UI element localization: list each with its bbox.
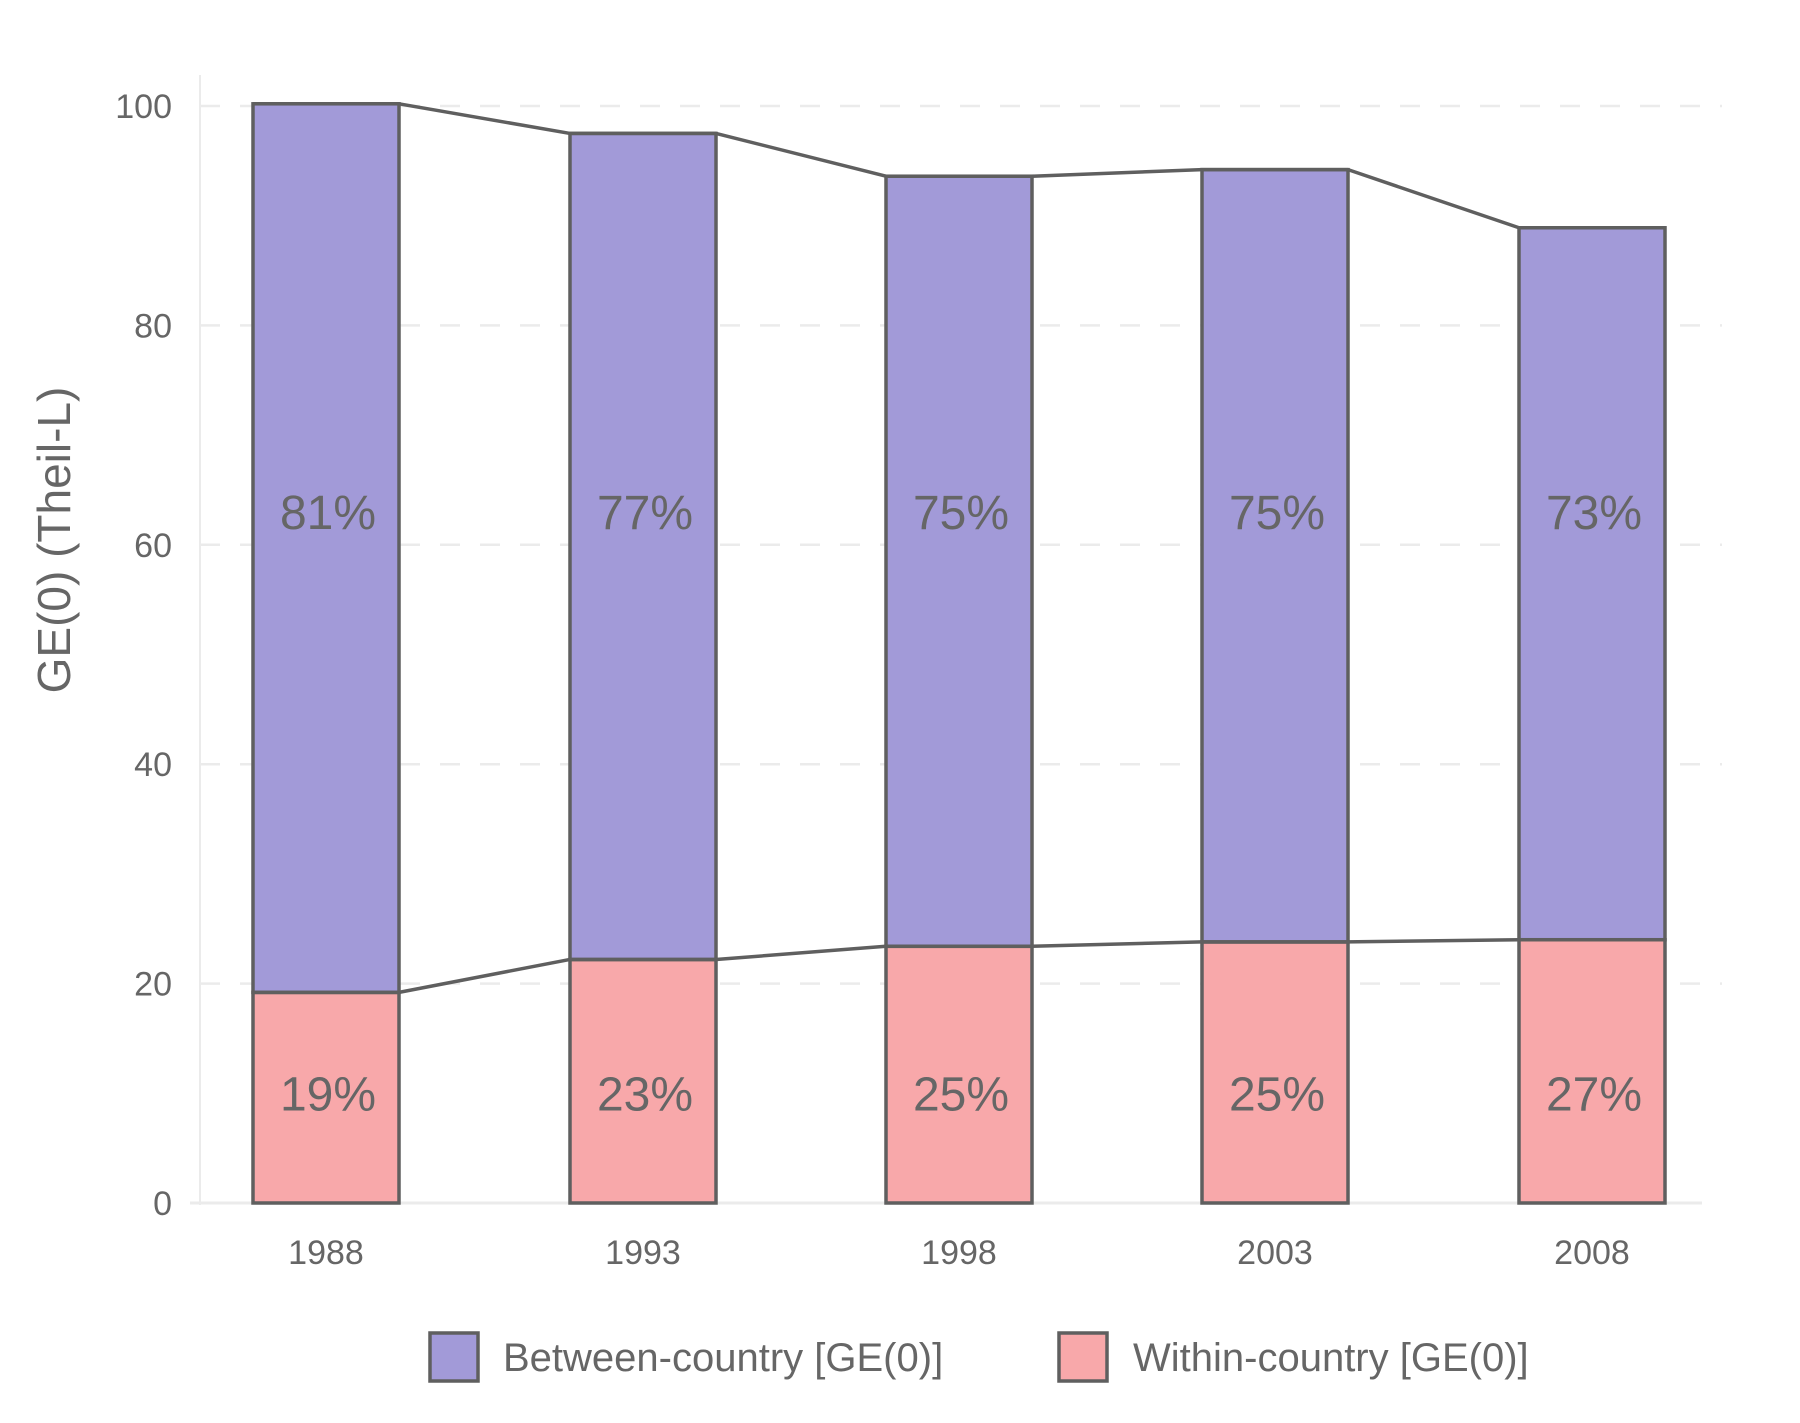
- axis-layer: 0 20 40 60 80 100 1988 1993 1998 2003 2008: [115, 88, 1630, 1272]
- data-label-between-1998: 75%: [913, 487, 1009, 540]
- x-tick-label-2003: 2003: [1237, 1234, 1313, 1272]
- data-label-between-2008: 73%: [1546, 487, 1642, 540]
- legend-item-within-label: Within-country [GE(0)]: [1133, 1336, 1529, 1380]
- x-tick-label-2008: 2008: [1554, 1234, 1630, 1272]
- data-label-between-1993: 77%: [597, 487, 693, 540]
- y-tick-label-20: 20: [134, 966, 172, 1004]
- bar-between-2008: [1517, 226, 1667, 942]
- bar-within-2003: [1200, 940, 1350, 1205]
- data-label-within-1988: 19%: [280, 1068, 376, 1121]
- data-label-within-2003: 25%: [1229, 1068, 1325, 1121]
- x-tick-label-1993: 1993: [605, 1234, 681, 1272]
- data-label-between-2003: 75%: [1229, 487, 1325, 540]
- legend-item-between: Between-country [GE(0)]: [428, 1331, 943, 1383]
- y-tick-label-40: 40: [134, 746, 172, 784]
- bar-between-1998: [884, 174, 1034, 949]
- data-label-between-1988: 81%: [280, 487, 376, 540]
- y-axis-title: GE(0) (Theil-L): [28, 387, 80, 694]
- legend: Between-country [GE(0)] Within-country [G…: [428, 1331, 1529, 1383]
- data-label-within-1993: 23%: [597, 1068, 693, 1121]
- bar-between-2003: [1200, 167, 1350, 944]
- legend-item-between-key: [428, 1331, 480, 1383]
- x-tick-label-1998: 1998: [921, 1234, 997, 1272]
- x-tick-label-1988: 1988: [288, 1234, 364, 1272]
- label-layer: 19% 81% 23% 77% 25% 75% 25% 75% 27% 73%: [280, 487, 1642, 1121]
- legend-item-within-key: [1057, 1331, 1109, 1383]
- data-label-within-2008: 27%: [1546, 1068, 1642, 1121]
- connector-layer: [253, 102, 1665, 995]
- bars-layer: [251, 102, 1667, 1205]
- bar-between-1988: [251, 102, 401, 995]
- legend-item-within: Within-country [GE(0)]: [1057, 1331, 1529, 1383]
- y-tick-label-100: 100: [115, 88, 172, 126]
- connector-line-total: [253, 102, 1665, 230]
- y-tick-label-60: 60: [134, 527, 172, 565]
- bar-within-2008: [1517, 937, 1667, 1205]
- connector-line-within: [253, 937, 1665, 995]
- legend-item-between-label: Between-country [GE(0)]: [503, 1336, 943, 1380]
- y-tick-label-0: 0: [153, 1185, 172, 1223]
- y-tick-label-80: 80: [134, 307, 172, 345]
- bar-between-1993: [568, 131, 718, 962]
- data-label-within-1998: 25%: [913, 1068, 1009, 1121]
- bar-within-1998: [884, 944, 1034, 1205]
